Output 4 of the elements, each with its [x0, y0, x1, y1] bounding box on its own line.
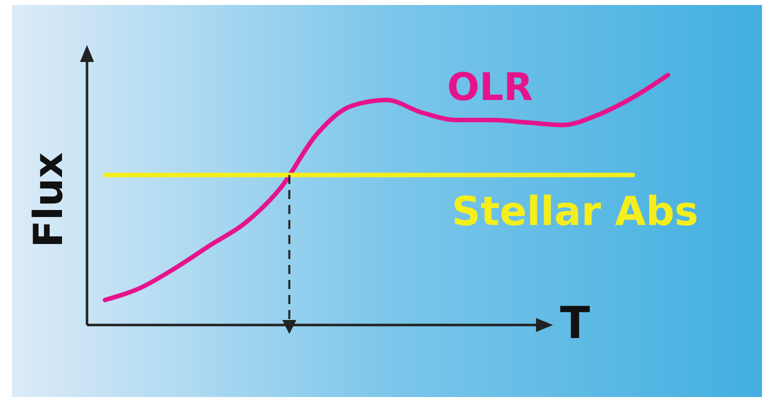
x-axis-title: T: [560, 298, 590, 349]
series-label: OLR: [447, 65, 533, 109]
series-label: Stellar Abs: [452, 189, 698, 235]
y-axis-title: Flux: [26, 152, 72, 248]
